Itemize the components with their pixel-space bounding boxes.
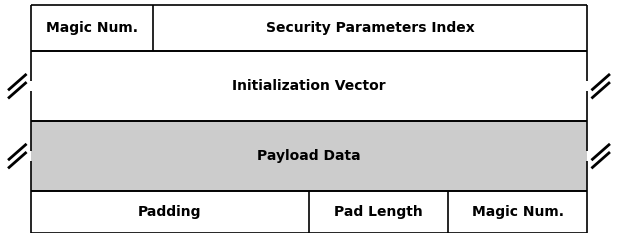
Text: Payload Data: Payload Data (257, 149, 361, 163)
Bar (448, 191, 587, 233)
Bar (153, 5, 587, 51)
Text: Initialization Vector: Initialization Vector (232, 79, 386, 93)
Text: Pad Length: Pad Length (334, 205, 423, 219)
Bar (309, 191, 448, 233)
Bar (31, 5, 153, 51)
Bar (31, 191, 309, 233)
Text: Magic Num.: Magic Num. (46, 21, 138, 35)
Text: Magic Num.: Magic Num. (472, 205, 564, 219)
Bar (31, 121, 587, 191)
Text: Security Parameters Index: Security Parameters Index (266, 21, 475, 35)
Bar (31, 51, 587, 121)
Text: Padding: Padding (138, 205, 201, 219)
